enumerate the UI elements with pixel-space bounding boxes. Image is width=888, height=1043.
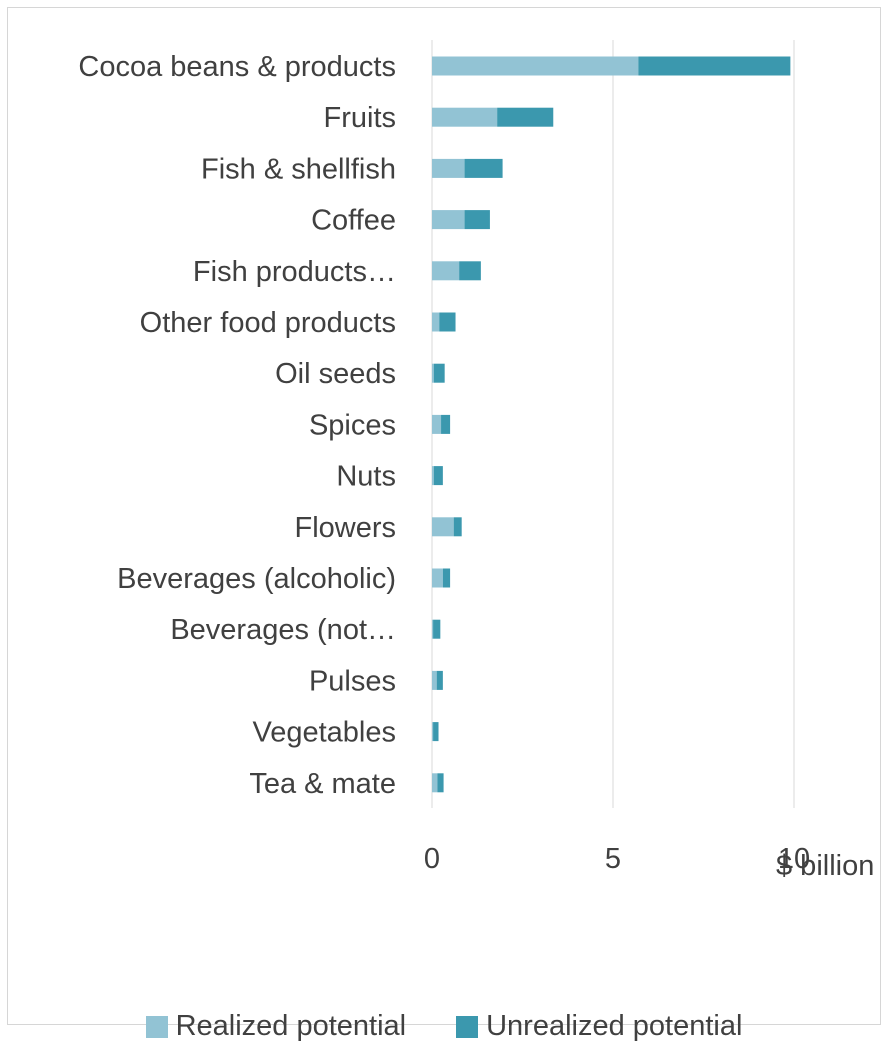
x-tick-labels: 0 5 10 — [424, 843, 810, 875]
x-tick-label: 10 — [778, 843, 810, 875]
bar-realized-6 — [432, 363, 434, 383]
bar-unrealized-4 — [459, 261, 481, 281]
category-label: Spices — [309, 409, 396, 441]
category-label: Beverages (alcoholic) — [117, 563, 396, 595]
bar-unrealized-11 — [433, 619, 441, 639]
x-tick-label: 0 — [424, 843, 440, 875]
category-label: Fish & shellfish — [201, 153, 396, 185]
bar-realized-7 — [432, 414, 442, 434]
bar-realized-9 — [432, 517, 454, 537]
category-labels: Cocoa beans & products Fruits Fish & shell… — [78, 51, 396, 800]
bar-unrealized-14 — [437, 773, 444, 793]
bar-unrealized-9 — [453, 517, 462, 537]
bar-realized-3 — [432, 210, 465, 230]
bar-unrealized-13 — [433, 722, 439, 742]
category-label: Pulses — [309, 665, 396, 697]
bar-realized-14 — [432, 773, 438, 793]
bar-unrealized-12 — [436, 670, 443, 690]
bar-realized-12 — [432, 670, 437, 690]
category-label: Beverages (not… — [170, 614, 396, 646]
bar-unrealized-0 — [638, 56, 791, 76]
category-label: Coffee — [311, 205, 396, 237]
legend-swatch-unrealized — [456, 1015, 479, 1038]
category-label: Fruits — [324, 102, 397, 134]
category-label: Fish products… — [193, 256, 396, 288]
category-label: Oil seeds — [275, 358, 396, 390]
bar-realized-4 — [432, 261, 460, 281]
bar-unrealized-5 — [439, 312, 456, 332]
category-label: Other food products — [140, 307, 396, 339]
bar-realized-2 — [432, 158, 465, 178]
bar-unrealized-10 — [442, 568, 451, 588]
legend-swatch-realized — [145, 1015, 168, 1038]
bar-realized-8 — [432, 466, 434, 486]
category-label: Tea & mate — [249, 768, 396, 800]
bar-realized-10 — [432, 568, 443, 588]
legend: Realized potential Unrealized potential — [0, 1010, 888, 1043]
bar-realized-13 — [432, 722, 434, 742]
legend-label-realized: Realized potential — [175, 1010, 407, 1042]
bar-unrealized-2 — [464, 158, 503, 178]
bar-unrealized-1 — [497, 107, 554, 127]
gridlines — [431, 40, 795, 808]
category-label: Cocoa beans & products — [78, 51, 396, 83]
legend-item-realized: Realized potential — [145, 1010, 407, 1043]
category-label: Nuts — [336, 461, 396, 493]
category-label: Vegetables — [252, 717, 396, 749]
bar-realized-11 — [432, 619, 434, 639]
bar-realized-5 — [432, 312, 440, 332]
legend-label-unrealized: Unrealized potential — [486, 1010, 743, 1042]
bar-unrealized-3 — [464, 210, 490, 230]
category-label: Flowers — [294, 512, 396, 544]
bar-unrealized-7 — [441, 414, 451, 434]
bar-unrealized-8 — [433, 466, 443, 486]
legend-item-unrealized: Unrealized potential — [456, 1010, 742, 1043]
bar-realized-0 — [432, 56, 639, 76]
x-axis-title: $ billion — [776, 850, 874, 882]
bars — [432, 56, 791, 793]
x-tick-label: 5 — [605, 843, 621, 875]
bar-unrealized-6 — [433, 363, 445, 383]
bar-realized-1 — [432, 107, 498, 127]
